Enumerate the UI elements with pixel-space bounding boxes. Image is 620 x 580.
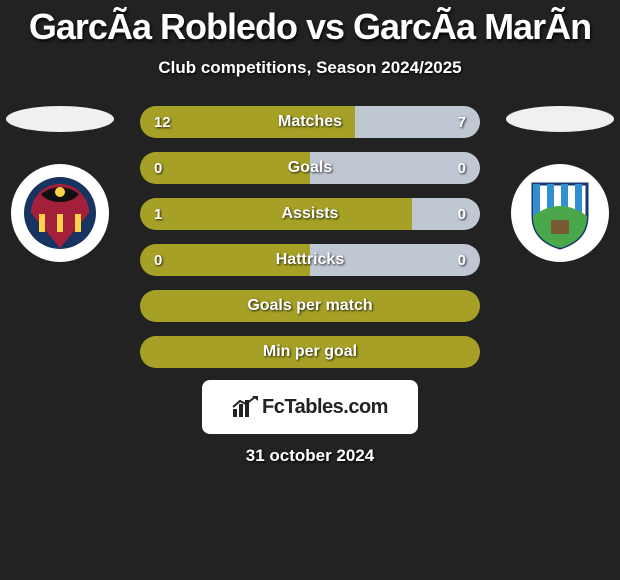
bar-right-fill <box>412 198 480 230</box>
logo-text: FcTables.com <box>262 396 388 419</box>
stat-row-goals-per-match: Goals per match <box>140 290 480 322</box>
bar-left-fill <box>140 198 412 230</box>
left-club-crest <box>11 164 109 262</box>
right-club-crest <box>511 164 609 262</box>
stat-row-matches: Matches127 <box>140 106 480 138</box>
stat-row-min-per-goal: Min per goal <box>140 336 480 368</box>
date-label: 31 october 2024 <box>0 446 620 466</box>
bar-left-fill <box>140 152 310 184</box>
fctables-logo: FcTables.com <box>202 380 418 434</box>
comparison-main: Matches127 Goals00 Assists10 Hattricks00 Goa… <box>0 106 620 368</box>
bar-left-fill <box>140 244 310 276</box>
left-player-column <box>0 106 120 262</box>
right-player-column <box>500 106 620 262</box>
comparison-bars: Matches127 Goals00 Assists10 Hattricks00 Goa… <box>140 106 480 368</box>
left-flag <box>6 106 114 132</box>
crest-right-icon <box>521 174 599 252</box>
bar-left-fill <box>140 106 355 138</box>
bar-left-fill <box>140 290 480 322</box>
crest-left-icon <box>21 174 99 252</box>
bar-left-fill <box>140 336 480 368</box>
chart-icon <box>232 396 258 418</box>
stat-row-hattricks: Hattricks00 <box>140 244 480 276</box>
bar-right-fill <box>310 244 480 276</box>
bar-right-fill <box>355 106 480 138</box>
bar-right-fill <box>310 152 480 184</box>
page-title: GarcÃa Robledo vs GarcÃa MarÃn <box>0 0 620 48</box>
stat-row-assists: Assists10 <box>140 198 480 230</box>
right-flag <box>506 106 614 132</box>
page-subtitle: Club competitions, Season 2024/2025 <box>0 58 620 78</box>
stat-row-goals: Goals00 <box>140 152 480 184</box>
